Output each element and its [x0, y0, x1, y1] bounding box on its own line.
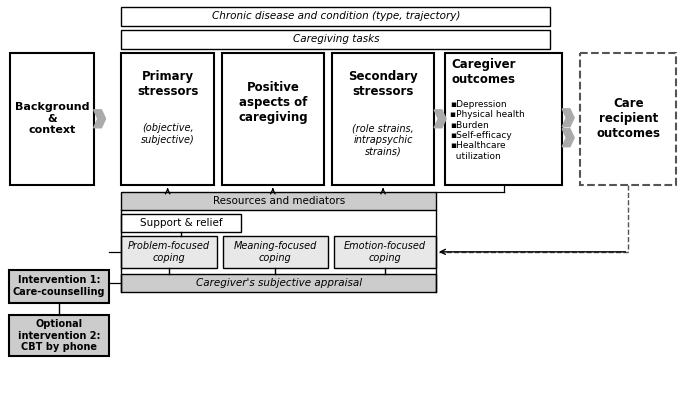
Bar: [121, 236, 216, 268]
Bar: [10, 270, 108, 303]
Bar: [580, 53, 676, 185]
Text: Resources and mediators: Resources and mediators: [212, 196, 345, 206]
Text: Support & relief: Support & relief: [140, 218, 223, 228]
Bar: [121, 30, 550, 48]
Text: Primary
stressors: Primary stressors: [137, 70, 198, 98]
Text: Background
&
context: Background & context: [14, 102, 89, 136]
Text: Positive
aspects of
caregiving: Positive aspects of caregiving: [238, 81, 308, 124]
Text: Intervention 1:
Care-counselling: Intervention 1: Care-counselling: [12, 276, 105, 297]
Text: Care
recipient
outcomes: Care recipient outcomes: [596, 97, 660, 140]
Bar: [332, 53, 434, 185]
Text: Secondary
stressors: Secondary stressors: [348, 70, 418, 98]
Text: (objective,
subjective): (objective, subjective): [140, 123, 195, 145]
Bar: [121, 7, 550, 26]
Bar: [445, 53, 562, 185]
Bar: [121, 274, 436, 292]
Text: ▪Depression
▪Physical health
▪Burden
▪Self-efficacy
▪Healthcare
  utilization: ▪Depression ▪Physical health ▪Burden ▪Se…: [450, 100, 525, 161]
Bar: [10, 315, 108, 357]
Polygon shape: [562, 129, 574, 147]
Text: Emotion-focused
coping: Emotion-focused coping: [344, 241, 426, 263]
Polygon shape: [94, 110, 105, 128]
Bar: [222, 53, 324, 185]
Bar: [121, 214, 240, 232]
Text: Meaning-focused
coping: Meaning-focused coping: [234, 241, 317, 263]
Text: Caregiver
outcomes: Caregiver outcomes: [451, 59, 516, 86]
Text: (role strains,
intrapsychic
strains): (role strains, intrapsychic strains): [352, 124, 414, 157]
Bar: [121, 53, 214, 185]
Text: Caregiving tasks: Caregiving tasks: [292, 34, 379, 44]
Bar: [10, 53, 94, 185]
Bar: [334, 236, 436, 268]
Bar: [121, 192, 436, 210]
Text: Optional
intervention 2:
CBT by phone: Optional intervention 2: CBT by phone: [18, 319, 100, 352]
Text: Problem-focused
coping: Problem-focused coping: [128, 241, 210, 263]
Polygon shape: [562, 109, 574, 127]
Text: Caregiver's subjective appraisal: Caregiver's subjective appraisal: [196, 278, 362, 288]
Bar: [223, 236, 328, 268]
Polygon shape: [434, 110, 446, 128]
Text: Chronic disease and condition (type, trajectory): Chronic disease and condition (type, tra…: [212, 11, 460, 21]
